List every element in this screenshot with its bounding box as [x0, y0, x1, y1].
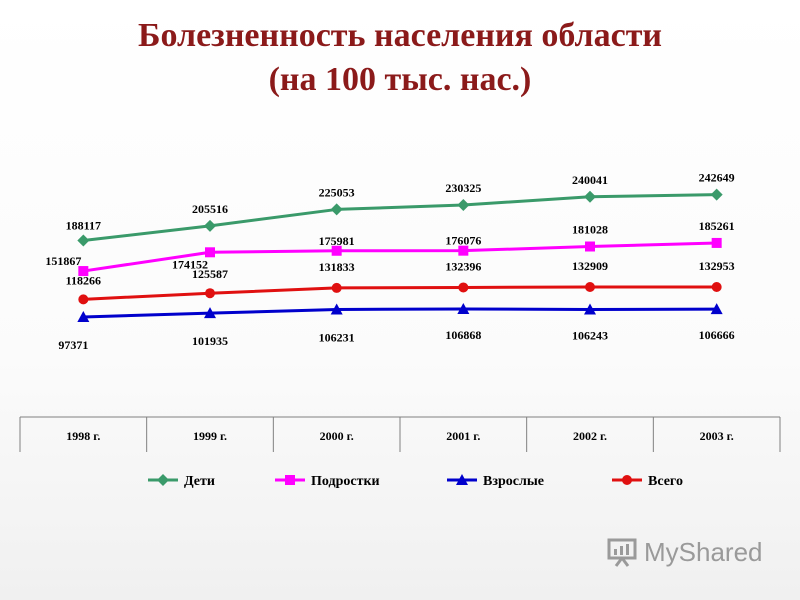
data-label: 106666: [699, 328, 735, 342]
legend-marker: [456, 474, 468, 485]
data-label: 242649: [699, 171, 735, 185]
chart-title: Болезненность населения области (на 100 …: [0, 14, 800, 102]
data-point: [711, 237, 722, 248]
data-point: [710, 303, 723, 315]
data-label: 125587: [192, 267, 228, 281]
data-point: [331, 282, 342, 293]
data-label: 106243: [572, 328, 608, 342]
data-label: 132909: [572, 259, 608, 273]
data-point: [330, 203, 343, 216]
data-point: [205, 247, 215, 258]
data-label: 174152: [172, 257, 208, 271]
data-label: 131833: [319, 260, 355, 274]
data-point: [711, 281, 722, 292]
data-label: 225053: [319, 185, 355, 199]
data-label: 240041: [572, 173, 608, 187]
data-point: [77, 310, 90, 322]
data-point: [458, 245, 469, 256]
data-point: [584, 190, 596, 203]
data-point: [585, 241, 595, 252]
data-point: [584, 303, 596, 315]
data-label: 101935: [192, 334, 228, 348]
data-label: 175981: [319, 234, 355, 248]
x-tick-label: 1998 г.: [66, 429, 100, 443]
data-point: [77, 234, 90, 247]
data-label: 132953: [699, 259, 735, 273]
legend-label: Подростки: [311, 474, 380, 489]
data-point: [204, 307, 216, 319]
data-label: 106868: [445, 328, 481, 342]
legend-label: Всего: [648, 474, 683, 489]
data-point: [205, 288, 215, 299]
legend-label: Взрослые: [483, 474, 544, 489]
legend-label: Дети: [184, 474, 215, 489]
x-tick-label: 2001 г.: [446, 429, 480, 443]
watermark-text: MyShared: [644, 536, 763, 567]
data-label: 97371: [58, 338, 88, 352]
x-tick-label: 2003 г.: [700, 429, 734, 443]
data-point: [457, 198, 470, 211]
legend-marker: [157, 474, 169, 486]
series-line: [83, 241, 717, 273]
data-label: 185261: [699, 219, 735, 233]
x-tick-label: 1999 г.: [193, 429, 227, 443]
data-point: [457, 302, 470, 314]
data-point: [331, 245, 342, 256]
data-label: 132396: [445, 259, 481, 273]
data-point: [710, 188, 723, 201]
data-point: [330, 303, 343, 315]
data-point: [78, 294, 89, 305]
data-label: 188117: [66, 219, 101, 233]
data-label: 151867: [45, 254, 81, 268]
series-line: [83, 307, 717, 319]
series-line: [83, 285, 717, 301]
legend-marker: [622, 475, 632, 485]
data-point: [458, 282, 469, 293]
x-tick-label: 2002 г.: [573, 429, 607, 443]
watermark: MyShared: [606, 536, 763, 568]
data-point: [78, 266, 89, 277]
data-label: 205516: [192, 202, 228, 216]
data-label: 106231: [319, 330, 355, 344]
x-tick-label: 2000 г.: [320, 429, 354, 443]
series-line: [83, 193, 717, 243]
legend-marker: [285, 475, 295, 485]
data-label: 118266: [66, 273, 101, 287]
data-point: [585, 282, 595, 293]
presentation-icon: [607, 538, 637, 567]
title-line-1: Болезненность населения области: [137, 17, 663, 54]
title-line-2: (на 100 тыс. нас.): [268, 61, 532, 98]
data-point: [204, 219, 216, 232]
data-label: 230325: [445, 181, 481, 195]
data-label: 176076: [445, 234, 481, 248]
data-label: 181028: [572, 223, 608, 237]
